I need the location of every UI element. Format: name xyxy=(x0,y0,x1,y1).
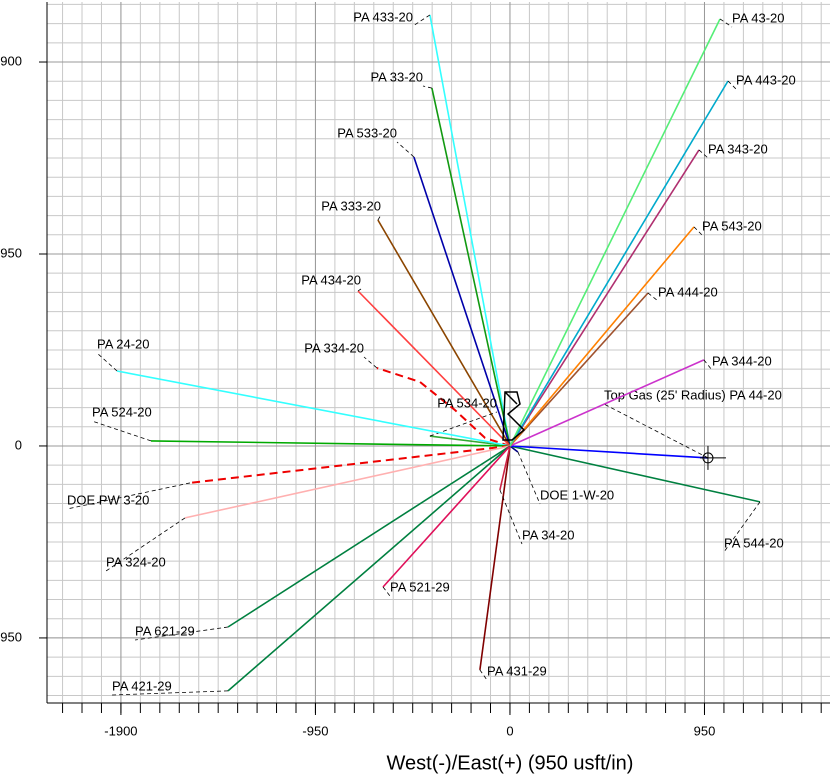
y-tick-label: 1900 xyxy=(0,53,22,68)
well-label: PA 433-20 xyxy=(353,9,413,24)
well-path xyxy=(509,445,709,459)
well-label: DOE 1-W-20 xyxy=(540,487,614,502)
leader-line xyxy=(429,411,498,437)
well-path xyxy=(479,445,511,671)
well-label: PA 544-20 xyxy=(724,535,784,550)
well-path xyxy=(116,370,511,447)
well-label: PA 344-20 xyxy=(712,353,772,368)
well-path xyxy=(509,445,761,503)
well-path xyxy=(429,435,511,447)
leader-line xyxy=(134,626,229,641)
well-path xyxy=(509,292,649,447)
well-label: PA 534-20 xyxy=(437,395,497,410)
well-label: PA 324-20 xyxy=(106,554,166,569)
y-tick-label: 950 xyxy=(0,245,22,260)
leader-line xyxy=(703,359,713,371)
well-label: PA 621-29 xyxy=(135,623,195,638)
well-label: DOE PW 3-20 xyxy=(67,492,149,507)
leader-line xyxy=(693,226,703,236)
leader-line xyxy=(111,690,229,696)
x-tick-label: -950 xyxy=(302,723,328,738)
well-path xyxy=(227,445,511,692)
leader-line xyxy=(382,586,391,597)
well-path xyxy=(509,359,705,447)
x-tick-label: 950 xyxy=(694,723,716,738)
leader-line xyxy=(698,149,709,159)
well-path xyxy=(509,226,695,447)
well-path xyxy=(189,445,511,484)
leader-line xyxy=(363,356,378,369)
well-label: PA 34-20 xyxy=(522,527,575,542)
well-path xyxy=(382,445,511,588)
well-label: PA 431-29 xyxy=(487,663,547,678)
y-tick-label: 0 xyxy=(15,437,22,452)
leader-line xyxy=(412,14,431,27)
well-label: PA 533-20 xyxy=(337,125,397,140)
leader-line xyxy=(647,292,659,302)
well-path xyxy=(377,219,511,447)
leader-line xyxy=(396,141,415,158)
leader-line xyxy=(723,501,761,553)
leader-line xyxy=(377,214,382,221)
leader-line xyxy=(479,669,488,681)
wells: PA 433-20 PA 33-20 PA 533-20 PA 333-20 PA 43… xyxy=(66,9,796,696)
leader-line xyxy=(727,80,737,90)
well-label: PA 24-20 xyxy=(97,336,150,351)
well-label: PA 343-20 xyxy=(708,141,768,156)
well-path xyxy=(150,440,511,447)
well-label: PA 543-20 xyxy=(702,218,762,233)
well-label: Top Gas (25' Radius) PA 44-20 xyxy=(604,387,782,402)
x-axis-title: West(-)/East(+) (950 usft/in) xyxy=(387,752,634,774)
leader-line xyxy=(105,517,186,572)
well-label: PA 521-29 xyxy=(390,579,450,594)
well-path xyxy=(509,80,729,447)
leader-line xyxy=(96,352,118,372)
well-label: PA 444-20 xyxy=(658,284,718,299)
well-label: PA 43-20 xyxy=(732,10,785,25)
leader-line xyxy=(719,18,733,28)
well-path xyxy=(429,14,511,447)
well-path xyxy=(413,156,511,447)
x-tick-label: 0 xyxy=(506,723,513,738)
leader-line xyxy=(499,489,523,545)
well-label: PA 334-20 xyxy=(304,340,364,355)
leader-line xyxy=(357,288,362,292)
well-label: PA 333-20 xyxy=(321,198,381,213)
well-path xyxy=(376,367,511,447)
well-label: PA 443-20 xyxy=(736,72,796,87)
y-tick-label: -950 xyxy=(0,629,22,644)
well-path xyxy=(431,87,511,447)
grid: -1900 -950 0 950 1900 950 0 -950 xyxy=(0,2,830,738)
well-path xyxy=(357,290,511,447)
x-tick-label: -1900 xyxy=(104,723,137,738)
well-path xyxy=(499,445,511,491)
rig-symbol xyxy=(502,391,526,441)
well-label: PA 33-20 xyxy=(370,69,423,84)
well-path xyxy=(184,445,511,519)
leader-line xyxy=(603,403,709,459)
leader-line xyxy=(517,451,541,505)
well-label: PA 434-20 xyxy=(301,272,361,287)
well-label: PA 421-29 xyxy=(112,678,172,693)
well-label: PA 524-20 xyxy=(92,404,152,419)
leader-line xyxy=(422,85,433,89)
well-path xyxy=(509,18,721,447)
well-path xyxy=(509,149,700,447)
well-path xyxy=(227,445,511,628)
leader-line xyxy=(91,420,152,442)
